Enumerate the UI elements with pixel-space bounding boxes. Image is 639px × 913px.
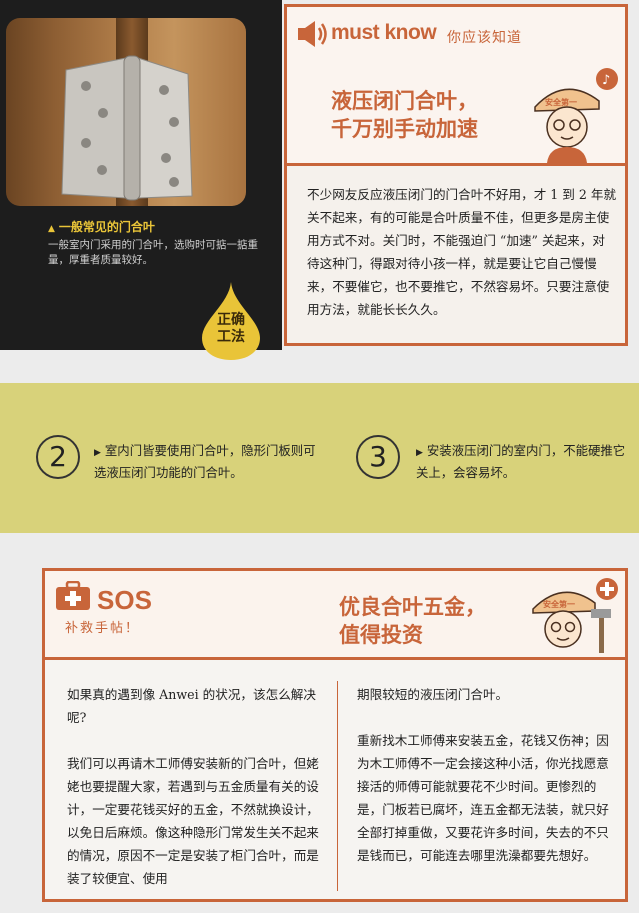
sos-left-column: 如果真的遇到像 Anwei 的状况，该怎么解决呢? 我们可以再请木工师傅安装新的… [67,687,319,886]
tip-item: ▶ 室内门皆要使用门合叶，隐形门板则可选液压闭门功能的门合叶。 [94,443,316,480]
photo-caption: ▲ 一般常见的门合叶 一般室内门采用的门合叶，选购时可掂一掂重量，厚重者质量较好。 [48,218,258,268]
sos-right-column: 期限较短的液压闭门合叶。 重新找木工师傅来安装五金，花钱又伤神；因为木工师傅不一… [357,687,609,863]
sos-title: 优良合叶五金， 值得投资 [339,594,486,647]
drop-icon [202,282,260,360]
tip-item: ▶ 安装液压闭门的室内门，不能硬推它关上，会容易坏。 [416,443,626,480]
must-know-header: must know 你应该知道 液压闭门合叶， 千万别手动加速 ♪ 安全第一 [287,7,625,166]
sos-header: SOS 补救手帖！ 优良合叶五金， 值得投资 安全第一 [45,571,625,660]
must-know-box: must know 你应该知道 液压闭门合叶， 千万别手动加速 ♪ 安全第一 不… [284,4,628,346]
speaker-icon [298,21,327,47]
must-know-body: 不少网友反应液压闭门的门合叶不好用，才 1 到 2 年就关不起来，有的可能是合叶… [307,187,617,317]
tip-number-circle: 3 [356,435,400,479]
first-aid-kit-icon [56,581,90,610]
sos-subtitle: 补救手帖！ [65,621,141,636]
must-know-title: 液压闭门合叶， 千万别手动加速 [331,88,478,141]
method-tag: 正确 工法 [217,312,245,345]
hinge-image [61,55,193,201]
svg-text:♪: ♪ [602,73,610,88]
tip-number-circle: 2 [36,435,80,479]
tips-band: 2 ▶ 室内门皆要使用门合叶，隐形门板则可选液压闭门功能的门合叶。 3 ▶ 安装液压… [0,383,639,533]
helmet-text: 安全第一 [543,599,575,609]
helmet-girl-avatar: ♪ 安全第一 [534,68,618,163]
sos-box: SOS 补救手帖！ 优良合叶五金， 值得投资 安全第一 如果真的遇到像 Anwe… [42,568,628,902]
photo-panel: ▲ 一般常见的门合叶 一般室内门采用的门合叶，选购时可掂一掂重量，厚重者质量较好。… [0,0,282,360]
sos-label: SOS [97,585,152,615]
must-know-label: must know [331,21,437,44]
hinge-photo [6,18,246,206]
play-icon: ▶ [416,448,423,458]
must-know-subtitle: 你应该知道 [447,30,522,46]
triangle-icon: ▲ [48,224,55,234]
helmet-text: 安全第一 [545,97,577,107]
play-icon: ▶ [94,448,101,458]
caption-title: 一般常见的门合叶 [58,220,155,234]
helmet-girl-avatar: 安全第一 [532,578,618,653]
caption-text: 一般室内门采用的门合叶，选购时可掂一掂重量，厚重者质量较好。 [48,239,258,266]
column-divider [337,681,338,891]
